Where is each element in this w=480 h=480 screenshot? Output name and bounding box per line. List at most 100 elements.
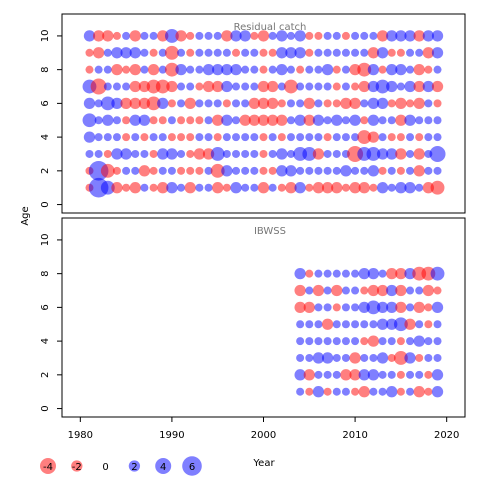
bubble — [314, 166, 323, 175]
bubble — [90, 78, 107, 95]
legend: -4 -2 0 2 4 6 — [40, 456, 202, 476]
bubble — [323, 149, 332, 158]
bubble — [415, 183, 424, 192]
bubble — [332, 269, 341, 278]
legend-label: -2 — [72, 462, 82, 473]
bubble — [406, 370, 415, 379]
bubble — [111, 97, 123, 110]
bubble — [349, 97, 361, 110]
bubble — [184, 182, 196, 194]
bubble — [138, 97, 151, 110]
bubble — [210, 147, 225, 161]
bubble — [332, 65, 341, 74]
bubble — [296, 387, 305, 396]
bubble — [267, 114, 279, 126]
bubble — [351, 166, 360, 175]
bubble — [204, 48, 213, 57]
bubble — [111, 182, 123, 194]
bubble — [257, 30, 270, 42]
y-tick-label: 4 — [40, 338, 51, 344]
bubble — [367, 131, 380, 143]
legend-bubble — [71, 460, 83, 472]
bubble — [312, 284, 325, 297]
bubble — [294, 30, 306, 42]
bubble — [305, 133, 314, 142]
bubble — [332, 353, 341, 362]
bubble — [331, 182, 343, 194]
bubble — [314, 31, 323, 40]
bubble — [294, 369, 306, 381]
bubble — [164, 28, 179, 43]
bubble — [158, 48, 167, 57]
bubble — [149, 133, 158, 142]
bubble — [430, 180, 445, 195]
bubble — [387, 48, 396, 57]
bubble — [396, 133, 405, 142]
bubble — [341, 269, 350, 278]
bubble — [314, 303, 323, 312]
bubble — [387, 370, 396, 379]
bubble — [268, 48, 277, 57]
bubble — [195, 183, 204, 192]
bubble — [259, 133, 268, 142]
bubble — [360, 286, 369, 295]
bubble — [276, 63, 288, 76]
bubble — [433, 65, 442, 74]
bubble — [431, 301, 444, 314]
bubble — [213, 48, 222, 57]
bubble — [212, 114, 224, 126]
bubble — [294, 114, 306, 126]
bubble — [177, 99, 186, 108]
bubble — [340, 369, 352, 381]
bubble — [303, 97, 315, 110]
bubble — [358, 182, 370, 194]
bubble — [122, 65, 131, 74]
x-tick-label: 1980 — [68, 430, 93, 441]
bubble — [277, 133, 286, 142]
bubble — [386, 148, 398, 160]
bubble — [321, 63, 334, 76]
bubble — [248, 114, 260, 126]
bubble — [241, 99, 250, 108]
bubble — [241, 166, 250, 175]
bubble — [396, 337, 405, 346]
bubble — [406, 133, 415, 142]
bubble — [103, 82, 112, 91]
y-tick-label: 8 — [40, 66, 51, 72]
bubble — [286, 133, 295, 142]
bubble — [239, 30, 251, 42]
bubble — [395, 301, 407, 314]
bubble — [366, 147, 381, 161]
bubble — [302, 147, 317, 161]
bubble — [404, 182, 416, 194]
bubble — [376, 182, 389, 194]
bubble — [103, 65, 112, 74]
bubble — [257, 182, 270, 194]
bubble — [131, 149, 140, 158]
bubble — [166, 148, 178, 160]
bubble — [395, 97, 407, 110]
bubble — [430, 266, 445, 281]
bubble — [376, 47, 389, 59]
bubble — [94, 99, 103, 108]
bubble — [167, 116, 176, 125]
bubble — [396, 370, 405, 379]
bubble — [250, 82, 259, 91]
bubble — [387, 183, 396, 192]
bubble — [204, 116, 213, 125]
bubble — [294, 267, 306, 280]
bubble — [349, 182, 361, 194]
bubble — [413, 165, 425, 177]
bubble — [332, 387, 341, 396]
bubble — [222, 149, 231, 158]
bubble — [314, 133, 323, 142]
bubble — [286, 149, 295, 158]
bubble — [250, 133, 259, 142]
bubble — [195, 99, 204, 108]
bubble — [277, 99, 286, 108]
bubble — [395, 63, 407, 76]
bubble — [92, 47, 105, 59]
bubble — [429, 145, 446, 162]
bubble — [351, 320, 360, 329]
bubble — [431, 386, 444, 398]
